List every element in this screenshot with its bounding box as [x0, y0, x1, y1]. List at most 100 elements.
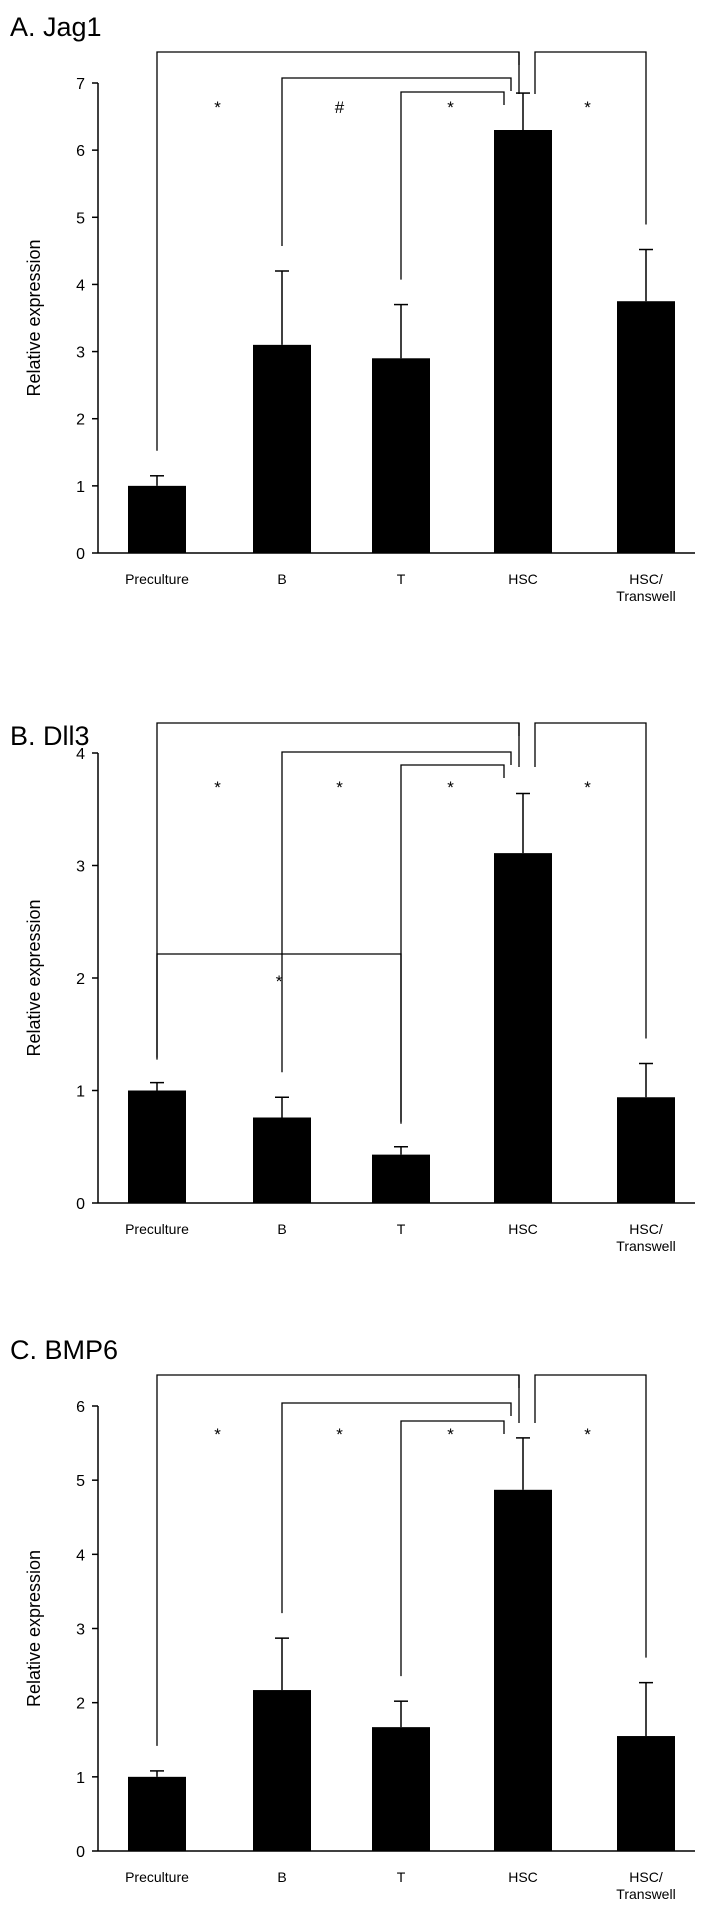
significance-bracket: [534, 51, 647, 225]
y-tick-label: 3: [76, 859, 85, 876]
y-tick-label: 6: [76, 143, 85, 160]
significance-marker: *: [336, 778, 343, 797]
x-tick-label-line: T: [397, 1221, 406, 1237]
y-tick-label: 4: [76, 1547, 85, 1564]
x-tick-label: B: [277, 571, 286, 587]
x-tick-label: Preculture: [125, 1869, 189, 1885]
significance-marker: *: [447, 1425, 454, 1444]
panel-title: C. BMP6: [10, 1335, 118, 1365]
y-tick-label: 5: [76, 1473, 85, 1490]
significance-bracket: [534, 1374, 647, 1658]
bar: [494, 130, 552, 553]
x-tick-label: HSC/Transwell: [616, 1869, 675, 1902]
x-tick-label-line: Transwell: [616, 588, 675, 604]
x-tick-label-line: HSC/: [629, 571, 663, 587]
y-tick-label: 6: [76, 1399, 85, 1416]
x-tick-label-line: HSC/: [629, 1221, 663, 1237]
y-axis-label: Relative expression: [24, 1550, 44, 1707]
bar: [494, 1489, 552, 1851]
chart-panel-2: B. Dll3 0 1 2 3 4 Relative expression Precultur…: [10, 721, 695, 1254]
y-tick-label: 5: [76, 210, 85, 227]
significance-marker: *: [214, 98, 221, 117]
x-tick-label: HSC: [508, 1221, 538, 1237]
x-tick-label-line: Preculture: [125, 1221, 189, 1237]
y-tick-label: 2: [76, 971, 85, 988]
y-tick-label: 4: [76, 277, 85, 294]
y-tick-label: 2: [76, 412, 85, 429]
x-tick-label-line: Transwell: [616, 1238, 675, 1254]
y-tick-label: 7: [76, 76, 85, 93]
significance-bracket: [281, 751, 512, 1073]
bar: [617, 1736, 675, 1851]
x-tick-label-line: B: [277, 1869, 286, 1885]
x-tick-label-line: Transwell: [616, 1886, 675, 1902]
y-tick-label: 4: [76, 746, 85, 763]
significance-marker: *: [447, 98, 454, 117]
y-tick-label: 3: [76, 1622, 85, 1639]
significance-bracket: [400, 1420, 505, 1677]
significance-bracket: [281, 1402, 512, 1614]
significance-bracket: [400, 91, 505, 280]
significance-marker: *: [276, 972, 283, 991]
x-tick-label-line: HSC: [508, 1869, 538, 1885]
significance-bracket: [156, 953, 402, 1124]
x-tick-label: Preculture: [125, 571, 189, 587]
x-tick-label-line: B: [277, 571, 286, 587]
bar: [372, 1154, 430, 1203]
panel-title: B. Dll3: [10, 721, 90, 751]
x-tick-label-line: Preculture: [125, 571, 189, 587]
x-tick-label-line: HSC: [508, 1221, 538, 1237]
significance-marker: *: [584, 778, 591, 797]
bar: [128, 1090, 186, 1203]
x-tick-label-line: B: [277, 1221, 286, 1237]
x-tick-label-line: HSC/: [629, 1869, 663, 1885]
y-tick-label: 1: [76, 479, 85, 496]
x-tick-label: B: [277, 1869, 286, 1885]
bar: [617, 301, 675, 553]
x-tick-label-line: T: [397, 571, 406, 587]
bar: [617, 1097, 675, 1203]
chart-panel-3: C. BMP6 0 1 2 3 4 5 6 Relative expression Precult…: [10, 1335, 695, 1902]
bar: [494, 853, 552, 1203]
y-tick-label: 1: [76, 1770, 85, 1787]
bar: [372, 1727, 430, 1851]
x-tick-label: Preculture: [125, 1221, 189, 1237]
y-axis-label: Relative expression: [24, 239, 44, 396]
bar: [128, 485, 186, 553]
significance-marker: #: [335, 98, 345, 117]
bar: [253, 1690, 311, 1851]
x-tick-label: T: [397, 1869, 406, 1885]
significance-bracket: [281, 77, 512, 246]
significance-bracket: [534, 722, 647, 1039]
significance-marker: *: [584, 98, 591, 117]
x-tick-label: HSC: [508, 1869, 538, 1885]
bar: [253, 1117, 311, 1203]
y-tick-label: 2: [76, 1696, 85, 1713]
y-tick-label: 1: [76, 1084, 85, 1101]
y-tick-label: 0: [76, 1844, 85, 1861]
bar: [372, 358, 430, 553]
significance-bracket: [400, 764, 505, 1122]
significance-bracket: [156, 722, 520, 1058]
y-tick-label: 0: [76, 1196, 85, 1213]
x-tick-label-line: HSC: [508, 571, 538, 587]
y-axis-label: Relative expression: [24, 899, 44, 1056]
y-tick-label: 3: [76, 345, 85, 362]
x-tick-label: T: [397, 571, 406, 587]
x-tick-label: HSC/Transwell: [616, 571, 675, 604]
significance-marker: *: [214, 1425, 221, 1444]
x-tick-label: HSC: [508, 571, 538, 587]
bar: [253, 344, 311, 553]
x-tick-label-line: T: [397, 1869, 406, 1885]
y-tick-label: 0: [76, 546, 85, 563]
significance-marker: *: [584, 1425, 591, 1444]
significance-marker: *: [214, 778, 221, 797]
x-tick-label: HSC/Transwell: [616, 1221, 675, 1254]
x-tick-label: T: [397, 1221, 406, 1237]
x-tick-label: B: [277, 1221, 286, 1237]
significance-marker: *: [336, 1425, 343, 1444]
bar: [128, 1776, 186, 1851]
panel-title: A. Jag1: [10, 12, 102, 42]
chart-panel-1: A. Jag1 0 1 2 3 4 5 6 7 Relative expression Precul…: [10, 12, 695, 604]
